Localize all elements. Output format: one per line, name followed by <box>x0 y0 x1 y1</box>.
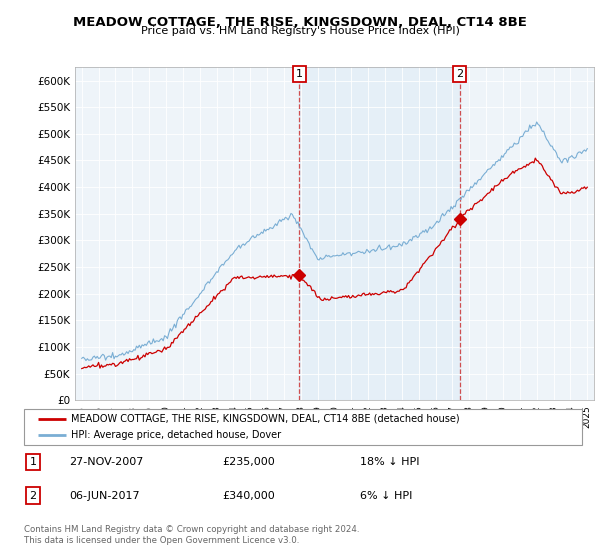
Text: 1: 1 <box>296 69 302 79</box>
Text: HPI: Average price, detached house, Dover: HPI: Average price, detached house, Dove… <box>71 431 281 440</box>
Bar <box>299 67 460 400</box>
Text: 6% ↓ HPI: 6% ↓ HPI <box>360 491 412 501</box>
Text: Price paid vs. HM Land Registry's House Price Index (HPI): Price paid vs. HM Land Registry's House … <box>140 26 460 36</box>
Text: 2: 2 <box>456 69 463 79</box>
Text: 27-NOV-2007: 27-NOV-2007 <box>69 457 143 467</box>
Text: 2: 2 <box>29 491 37 501</box>
Text: MEADOW COTTAGE, THE RISE, KINGSDOWN, DEAL, CT14 8BE: MEADOW COTTAGE, THE RISE, KINGSDOWN, DEA… <box>73 16 527 29</box>
Text: 18% ↓ HPI: 18% ↓ HPI <box>360 457 419 467</box>
Text: 1: 1 <box>29 457 37 467</box>
Text: 06-JUN-2017: 06-JUN-2017 <box>69 491 140 501</box>
Text: MEADOW COTTAGE, THE RISE, KINGSDOWN, DEAL, CT14 8BE (detached house): MEADOW COTTAGE, THE RISE, KINGSDOWN, DEA… <box>71 414 460 423</box>
Text: £235,000: £235,000 <box>222 457 275 467</box>
Text: Contains HM Land Registry data © Crown copyright and database right 2024.
This d: Contains HM Land Registry data © Crown c… <box>24 525 359 545</box>
Text: £340,000: £340,000 <box>222 491 275 501</box>
FancyBboxPatch shape <box>24 409 582 445</box>
